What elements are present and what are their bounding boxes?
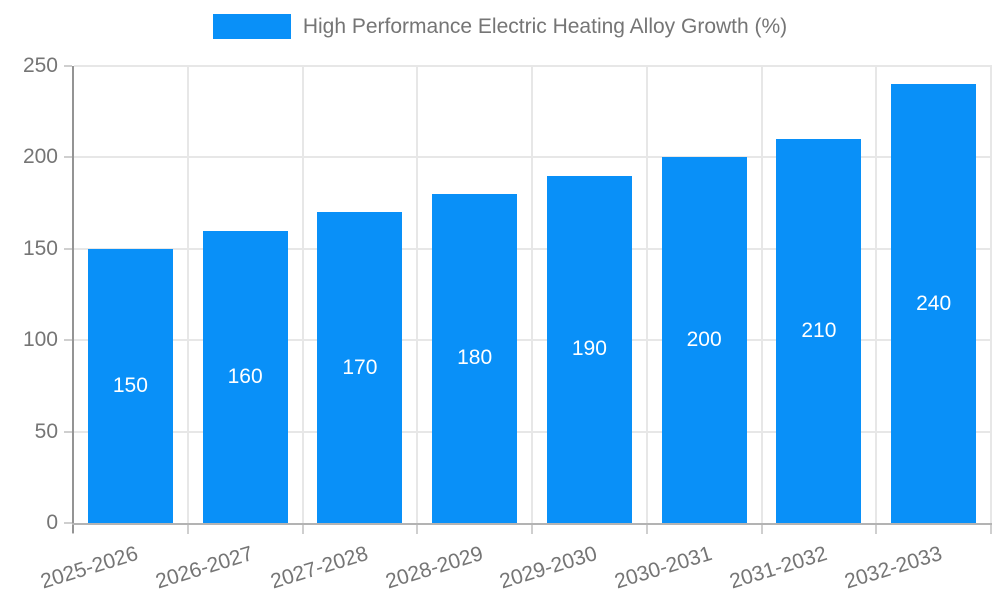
bar[interactable] bbox=[661, 157, 747, 523]
y-axis-tick-label: 150 bbox=[22, 236, 58, 260]
y-axis-tick bbox=[64, 339, 72, 342]
legend-label: High Performance Electric Heating Alloy … bbox=[302, 14, 788, 38]
y-axis-tick-label: 200 bbox=[22, 145, 58, 169]
x-axis-tick bbox=[990, 525, 992, 534]
x-axis-tick bbox=[760, 525, 763, 534]
x-axis-tick bbox=[531, 525, 533, 534]
y-axis-tick bbox=[64, 156, 72, 159]
gridline-vertical bbox=[416, 66, 419, 523]
y-axis-line bbox=[72, 66, 74, 533]
y-axis-tick bbox=[64, 247, 72, 250]
x-axis-tick bbox=[186, 525, 189, 534]
legend: High Performance Electric Heating Alloy … bbox=[0, 14, 1000, 39]
gridline-vertical bbox=[645, 66, 648, 523]
bar[interactable] bbox=[317, 212, 403, 523]
x-axis-tick bbox=[645, 525, 648, 534]
bar[interactable] bbox=[87, 248, 173, 523]
gridline-horizontal bbox=[74, 430, 992, 433]
gridline-horizontal bbox=[74, 65, 992, 67]
gridline-horizontal bbox=[74, 339, 992, 342]
gridline-vertical bbox=[760, 66, 763, 523]
bar[interactable] bbox=[891, 84, 977, 523]
x-axis-line bbox=[72, 523, 992, 525]
bar[interactable] bbox=[432, 193, 518, 523]
y-axis-tick-label: 50 bbox=[34, 419, 58, 443]
y-axis-tick bbox=[64, 430, 72, 433]
y-axis-tick-label: 250 bbox=[22, 54, 58, 77]
bar[interactable] bbox=[202, 230, 288, 523]
y-axis-tick-label: 100 bbox=[22, 328, 58, 352]
gridline-horizontal bbox=[74, 156, 992, 159]
x-axis-tick bbox=[301, 525, 304, 534]
legend-item[interactable]: High Performance Electric Heating Alloy … bbox=[212, 14, 788, 39]
bar[interactable] bbox=[546, 175, 632, 523]
gridline-vertical bbox=[990, 66, 992, 523]
x-axis-tick bbox=[875, 525, 878, 534]
gridline-horizontal bbox=[74, 247, 992, 250]
gridline-vertical bbox=[875, 66, 878, 523]
x-axis-tick bbox=[416, 525, 419, 534]
gridline-vertical bbox=[301, 66, 304, 523]
y-axis-tick bbox=[64, 65, 72, 67]
gridline-vertical bbox=[531, 66, 533, 523]
bar[interactable] bbox=[776, 139, 862, 523]
gridline-vertical bbox=[186, 66, 189, 523]
y-axis-tick-label: 0 bbox=[46, 511, 58, 534]
legend-swatch-icon bbox=[212, 14, 291, 39]
y-axis-tick bbox=[64, 522, 72, 524]
